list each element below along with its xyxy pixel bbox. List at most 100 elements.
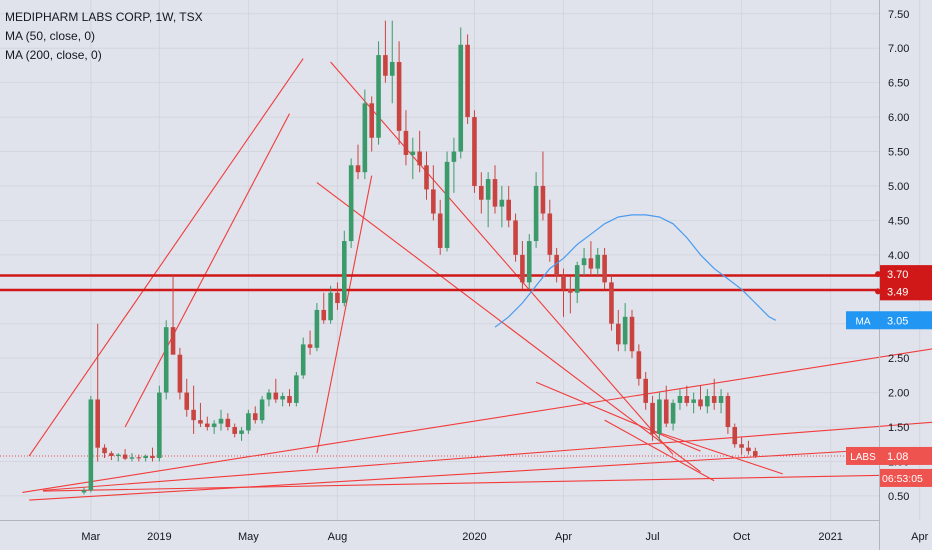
candle-down	[321, 309, 327, 321]
candle-down	[437, 213, 443, 248]
x-tick-label: Jul	[646, 531, 660, 543]
candle-down	[232, 427, 237, 434]
level-3-70-tag-value: 3.70	[887, 269, 908, 281]
candle-up	[239, 430, 244, 434]
ma-line	[494, 214, 777, 328]
trend-line	[316, 175, 373, 454]
candles	[81, 20, 758, 495]
candle-down	[609, 282, 614, 324]
candle-down	[568, 289, 573, 293]
y-tick-label: 7.00	[888, 43, 909, 55]
candle-down	[369, 103, 374, 138]
y-tick-label: 2.50	[888, 353, 909, 365]
candle-up	[266, 392, 272, 400]
moving-average	[494, 214, 777, 328]
candle-down	[547, 213, 553, 255]
candle-down	[643, 378, 648, 403]
level-3-49-tag-box	[880, 282, 932, 301]
candle-down	[417, 151, 422, 166]
trend-line	[652, 429, 783, 475]
candle-up	[259, 399, 265, 421]
trend-line	[42, 421, 932, 491]
candle-down	[287, 396, 292, 403]
y-tick-label: 7.50	[888, 9, 909, 21]
candle-down	[698, 399, 703, 407]
candle-up	[328, 292, 333, 321]
candle-up	[157, 392, 162, 459]
candle-down	[335, 292, 340, 304]
y-tick-label: 6.00	[888, 112, 909, 124]
trend-line	[29, 450, 852, 501]
candle-down	[355, 165, 361, 173]
candle-up	[574, 265, 580, 293]
y-tick-label: 2.00	[888, 388, 909, 400]
candle-down	[273, 392, 279, 400]
trend-line	[330, 61, 674, 455]
x-tick-label: Aug	[328, 531, 348, 543]
candle-down	[403, 130, 409, 155]
candle-up	[88, 399, 94, 491]
price-axis[interactable]: 0.501.001.502.002.503.003.504.004.505.00…	[888, 9, 909, 503]
candle-down	[136, 457, 142, 459]
countdown-label: 06:53:05	[882, 473, 923, 485]
candle-down	[732, 427, 738, 445]
candle-down	[252, 413, 258, 421]
trend-line	[316, 182, 701, 473]
candle-down	[170, 327, 176, 355]
candle-up	[581, 258, 587, 266]
x-tick-label: 2019	[147, 531, 171, 543]
candle-down	[396, 61, 402, 131]
legend-ma200[interactable]: MA (200, close, 0)	[5, 48, 102, 62]
grid	[0, 0, 921, 520]
trend-line	[22, 348, 932, 493]
candle-down	[746, 447, 751, 452]
level-3-70-tag-box	[880, 265, 932, 284]
trend-line	[124, 113, 290, 428]
y-tick-label: 4.00	[888, 250, 909, 262]
symbol-tag-value: 1.08	[887, 451, 908, 463]
y-tick-label: 1.50	[888, 422, 909, 434]
candle-down	[150, 455, 155, 459]
candle-up	[129, 457, 135, 459]
trend-line	[28, 58, 304, 457]
candle-down	[636, 351, 642, 379]
candle-down	[513, 220, 518, 255]
candle-down	[191, 409, 196, 421]
level-3-49-tag-value: 3.49	[887, 286, 908, 298]
candle-down	[650, 402, 655, 434]
legend-ma50[interactable]: MA (50, close, 0)	[5, 29, 96, 43]
candle-up	[342, 241, 347, 304]
candle-down	[616, 323, 621, 345]
candle-down	[725, 396, 731, 428]
candle-up	[294, 375, 299, 403]
candle-down	[198, 420, 203, 424]
candle-up	[246, 413, 251, 431]
candle-down	[205, 423, 210, 428]
candle-down	[540, 185, 546, 214]
time-axis[interactable]: Mar 2019 May Aug 2020 Apr Jul Oct 2021 Apr	[81, 531, 928, 543]
countdown-box	[880, 468, 932, 487]
candle-down	[431, 189, 436, 214]
candle-up	[300, 344, 306, 376]
trend-lines	[22, 58, 932, 501]
candle-up	[451, 151, 457, 162]
candle-up	[376, 55, 381, 138]
chart-legend: MEDIPHARM LABS CORP, 1W, TSX MA (50, clo…	[5, 8, 203, 65]
candle-up	[705, 396, 710, 407]
candle-down	[711, 396, 717, 403]
horizontal-levels	[0, 274, 880, 457]
ma-tag-value: 3.05	[887, 315, 908, 327]
candle-up	[677, 396, 683, 403]
candle-up	[410, 151, 416, 155]
trend-line	[604, 419, 715, 482]
y-tick-label: 4.50	[888, 215, 909, 227]
candle-down	[506, 199, 511, 221]
candle-down	[383, 55, 388, 76]
candle-up	[218, 418, 224, 424]
candle-up	[280, 396, 285, 400]
candle-up	[670, 402, 676, 424]
symbol-tag-name-box	[846, 446, 880, 465]
candle-up	[143, 455, 148, 459]
candle-up	[115, 454, 121, 456]
